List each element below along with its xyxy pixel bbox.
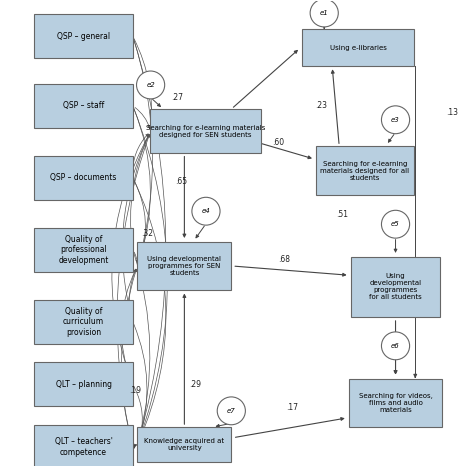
FancyBboxPatch shape bbox=[34, 300, 133, 344]
Text: Using developmental
programmes for SEN
students: Using developmental programmes for SEN s… bbox=[147, 256, 221, 276]
Text: QLT – teachers'
competence: QLT – teachers' competence bbox=[55, 437, 112, 457]
FancyBboxPatch shape bbox=[316, 147, 414, 195]
FancyBboxPatch shape bbox=[34, 425, 133, 467]
Text: .19: .19 bbox=[129, 386, 141, 395]
Text: .23: .23 bbox=[315, 101, 328, 110]
Ellipse shape bbox=[310, 0, 338, 27]
Text: QSP – general: QSP – general bbox=[57, 32, 110, 41]
FancyBboxPatch shape bbox=[137, 241, 231, 290]
Text: QSP – staff: QSP – staff bbox=[63, 101, 104, 110]
FancyBboxPatch shape bbox=[34, 14, 133, 58]
Text: QLT – planning: QLT – planning bbox=[56, 380, 111, 389]
FancyBboxPatch shape bbox=[349, 379, 442, 427]
FancyBboxPatch shape bbox=[34, 362, 133, 406]
Ellipse shape bbox=[192, 197, 220, 225]
Ellipse shape bbox=[136, 71, 165, 99]
Text: Knowledge acquired at
university: Knowledge acquired at university bbox=[144, 438, 225, 451]
Text: Searching for videos,
films and audio
materials: Searching for videos, films and audio ma… bbox=[359, 393, 432, 413]
Text: .32: .32 bbox=[141, 229, 153, 238]
Text: e2: e2 bbox=[146, 82, 155, 88]
Text: .27: .27 bbox=[171, 93, 183, 102]
FancyBboxPatch shape bbox=[137, 427, 231, 462]
Ellipse shape bbox=[381, 210, 410, 238]
Text: e4: e4 bbox=[202, 208, 211, 214]
Text: e7: e7 bbox=[227, 408, 236, 414]
Text: Quality of
professional
development: Quality of professional development bbox=[59, 235, 109, 265]
Ellipse shape bbox=[217, 397, 245, 425]
Text: .17: .17 bbox=[287, 403, 298, 412]
Text: .13: .13 bbox=[446, 108, 458, 117]
FancyBboxPatch shape bbox=[351, 257, 440, 317]
Text: .29: .29 bbox=[189, 380, 201, 389]
Ellipse shape bbox=[381, 332, 410, 360]
Text: QSP – documents: QSP – documents bbox=[51, 173, 117, 182]
Text: Quality of
curriculum
provision: Quality of curriculum provision bbox=[63, 307, 104, 337]
Text: .65: .65 bbox=[175, 177, 187, 185]
Ellipse shape bbox=[381, 106, 410, 134]
FancyBboxPatch shape bbox=[34, 228, 133, 272]
Text: Using e-libraries: Using e-libraries bbox=[329, 45, 387, 51]
Text: .51: .51 bbox=[337, 211, 348, 219]
Text: e3: e3 bbox=[391, 117, 400, 123]
FancyBboxPatch shape bbox=[151, 109, 261, 154]
Text: e6: e6 bbox=[391, 343, 400, 349]
FancyBboxPatch shape bbox=[34, 156, 133, 200]
Text: .60: .60 bbox=[272, 139, 284, 148]
Text: Searching for e-learning materials
designed for SEN students: Searching for e-learning materials desig… bbox=[146, 125, 265, 138]
Text: e1: e1 bbox=[320, 10, 329, 16]
Text: Searching for e-learning
materials designed for all
students: Searching for e-learning materials desig… bbox=[320, 161, 410, 181]
FancyBboxPatch shape bbox=[34, 84, 133, 128]
FancyBboxPatch shape bbox=[302, 29, 414, 66]
Text: Using
developmental
programmes
for all students: Using developmental programmes for all s… bbox=[369, 273, 422, 300]
Text: e5: e5 bbox=[391, 221, 400, 227]
Text: .68: .68 bbox=[278, 255, 290, 263]
